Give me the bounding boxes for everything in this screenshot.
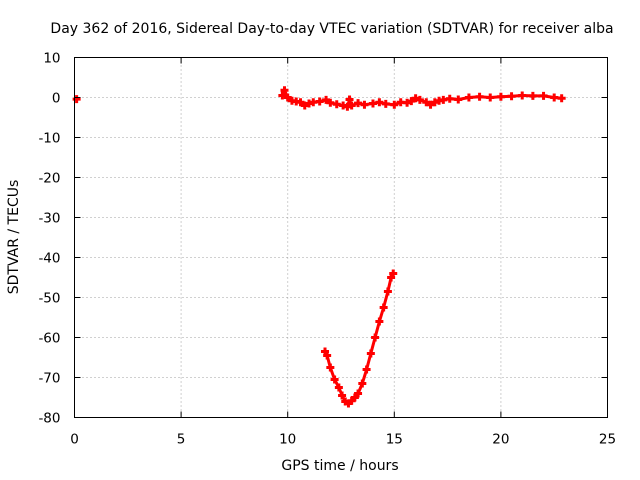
data-point (371, 333, 380, 342)
data-point (430, 98, 439, 107)
x-tick-label: 0 (70, 432, 79, 448)
y-tick-label: -20 (38, 171, 60, 187)
data-point (381, 99, 390, 108)
data-point (383, 287, 392, 296)
data-point (315, 97, 324, 106)
data-point (300, 101, 309, 110)
data-point (475, 92, 484, 101)
data-point (422, 98, 431, 107)
data-point (334, 383, 343, 392)
axis-ticks: 0 5 10 15 20 25 10 0 -10 -20 -30 -40 -50 -60 -70 -80 (38, 51, 616, 448)
series-track-1 (278, 86, 566, 111)
data-point (445, 94, 454, 103)
data-point (360, 100, 369, 109)
data-point (354, 99, 363, 108)
data-point (486, 93, 495, 102)
y-tick-label: -70 (38, 371, 60, 387)
data-point (280, 86, 289, 95)
data-point (550, 93, 559, 102)
series-track-2 (321, 269, 398, 408)
data-point (379, 303, 388, 312)
x-tick-label: 10 (279, 432, 296, 448)
data-point (278, 91, 287, 100)
series-isolated-point (72, 95, 81, 104)
data-point (539, 91, 548, 100)
x-tick-label: 5 (177, 432, 186, 448)
x-axis-label: GPS time / hours (281, 458, 398, 474)
data-point (322, 95, 331, 104)
y-tick-label: -50 (38, 291, 60, 307)
y-tick-label: 10 (43, 51, 60, 67)
x-tick-label: 15 (386, 432, 403, 448)
data-point (283, 93, 292, 102)
data-point (464, 93, 473, 102)
data-point (518, 91, 527, 100)
data-point (507, 92, 516, 101)
data-point (389, 269, 398, 278)
data-point (362, 365, 371, 374)
plot-frame (74, 57, 608, 418)
data-point (338, 391, 347, 400)
y-tick-label: -30 (38, 211, 60, 227)
data-point (354, 389, 363, 398)
y-axis-label: SDTVAR / TECUs (6, 180, 22, 295)
y-tick-label: -60 (38, 331, 60, 347)
data-point (72, 95, 81, 104)
data-point (345, 95, 354, 104)
data-point (296, 98, 305, 107)
data-point (375, 317, 384, 326)
data-point (403, 98, 412, 107)
data-point (528, 91, 537, 100)
data-point (415, 95, 424, 104)
data-point (326, 98, 335, 107)
data-point (347, 101, 356, 110)
data-point (411, 94, 420, 103)
data-point (390, 100, 399, 109)
x-tick-label: 20 (492, 432, 509, 448)
data-point (358, 379, 367, 388)
data-point (454, 95, 463, 104)
data-point (330, 375, 339, 384)
data-point (557, 94, 566, 103)
grid (74, 57, 608, 418)
data-point (326, 363, 335, 372)
y-tick-label: -80 (38, 411, 60, 427)
data-point (496, 92, 505, 101)
data-series (72, 86, 566, 408)
data-point (375, 98, 384, 107)
y-tick-label: -40 (38, 251, 60, 267)
data-point (323, 351, 332, 360)
data-point (366, 349, 375, 358)
y-tick-label: 0 (52, 91, 61, 107)
data-point (407, 97, 416, 106)
data-point (426, 100, 435, 109)
chart-title: Day 362 of 2016, Sidereal Day-to-day VTE… (50, 21, 613, 37)
y-tick-label: -10 (38, 131, 60, 147)
x-tick-label: 25 (599, 432, 616, 448)
